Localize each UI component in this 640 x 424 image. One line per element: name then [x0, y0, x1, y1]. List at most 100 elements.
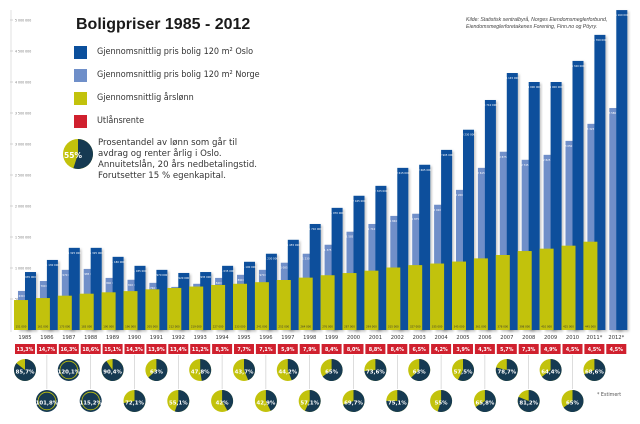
bar-salary: [14, 300, 28, 330]
bar-label-oslo: 1 325 000: [90, 251, 104, 255]
rate-badge-label: 13,3%: [17, 347, 34, 353]
bar-label-salary: 227 000: [213, 325, 224, 329]
bar-salary: [473, 258, 488, 330]
legend-item-norge: Gjennomsnittlig pris bolig 120 m² Norge: [74, 67, 260, 83]
pie-background: [79, 390, 102, 412]
pie-slice: [265, 390, 277, 411]
pie-slice: [364, 359, 387, 381]
rate-badge: [299, 344, 320, 354]
rate-badge: [277, 344, 298, 354]
bar-label-norge: 840 000: [216, 281, 227, 285]
pie-legend-line: Annuitetslån, 20 års nedbetalingstid.: [98, 160, 258, 170]
bar-label-salary: 161 000: [38, 325, 49, 329]
bar-oslo: [463, 129, 474, 330]
y-tick-label: 5 000 000: [15, 19, 31, 23]
bar-label-salary: 276 000: [322, 325, 333, 329]
bar-salary: [342, 273, 357, 330]
rate-badge-label: 5,7%: [500, 347, 513, 353]
bar-label-norge: 810 000: [128, 283, 139, 287]
bar-label-oslo: 2 325 000: [374, 189, 388, 193]
bar-label-oslo: 2 665 000: [418, 168, 432, 172]
bar-salary: [276, 280, 291, 330]
rate-badge-label: 4,9%: [544, 347, 557, 353]
pie-slice: [475, 390, 496, 413]
bar-label-oslo: 1 230 000: [265, 257, 279, 261]
x-tick-label: 2012*: [608, 335, 624, 341]
bar-label-salary: 287 000: [344, 325, 355, 329]
bar-label-norge: 760 000: [150, 286, 161, 290]
bar-label-norge: 840 000: [106, 281, 117, 285]
pie-label: 73,6%: [366, 370, 385, 376]
pie-slice: [222, 390, 234, 411]
rate-badge: [212, 344, 233, 354]
legend-item-salary: Gjennomsnittlig årslønn: [74, 90, 194, 106]
pie-slice: [101, 359, 124, 381]
pie-label: 69,7%: [344, 401, 363, 407]
pie-slice: [437, 390, 453, 412]
bar-oslo: [506, 73, 518, 330]
bar-label-oslo: 1 130 000: [46, 263, 60, 267]
pie-label: 120,1%: [58, 370, 81, 376]
pie-slice: [123, 390, 146, 413]
x-tick-label: 2010: [566, 335, 579, 341]
rate-badge: [474, 344, 495, 354]
rate-badge: [496, 344, 517, 354]
rate-badge: [146, 344, 167, 354]
bar-oslo: [25, 272, 36, 330]
bar-oslo: [528, 82, 540, 330]
pie-slice: [411, 359, 431, 381]
x-tick-label: 1986: [40, 335, 53, 341]
y-tick-label: 3 000 000: [15, 143, 31, 147]
rate-badge-label: 8,0%: [347, 347, 360, 353]
rate-badge-label: 5,9%: [281, 347, 294, 353]
bar-label-salary: 345 000: [454, 325, 465, 329]
legend-label-oslo: Gjennomsnittlig pris bolig 120 m² Oslo: [97, 47, 254, 57]
pie-legend-line: avdrag og renter årlig i Oslo.: [98, 149, 222, 159]
x-tick-label: 2006: [478, 335, 491, 341]
bar-salary: [430, 263, 445, 330]
bar-label-oslo: 935 000: [25, 275, 36, 279]
x-tick-label: 1992: [172, 335, 185, 341]
rate-badge-label: 7,3%: [522, 347, 535, 353]
x-tick-label: 1988: [84, 335, 97, 341]
bar-salary: [495, 255, 510, 330]
bar-oslo: [112, 256, 124, 330]
legend-label-norge: Gjennomsnittlig pris bolig 120 m² Norge: [97, 70, 260, 80]
pie-label: 65%: [325, 370, 339, 376]
rate-badge-label: 4,5%: [610, 347, 623, 353]
bar-oslo: [200, 272, 212, 330]
bar-oslo: [397, 167, 409, 330]
pie-slice: [563, 390, 584, 413]
bar-label-salary: 264 000: [300, 325, 311, 329]
bar-label-oslo: 3 230 000: [462, 133, 476, 137]
rate-badge: [606, 344, 627, 354]
bar-label-oslo: 920 000: [178, 276, 189, 280]
bar-label-salary: 212 000: [169, 325, 180, 329]
bar-salary: [35, 298, 50, 330]
y-tick-label: 2 500 000: [15, 174, 31, 178]
bar-label-norge: 3 580 000: [609, 111, 623, 115]
bar-label-norge: 2 825 000: [543, 158, 557, 162]
x-tick-label: 2005: [456, 335, 469, 341]
pie-label: 43,7%: [235, 370, 254, 376]
bar-label-norge: 1 710 000: [368, 227, 382, 231]
bar-salary: [101, 292, 116, 330]
bar-oslo: [265, 253, 277, 330]
bar-label-salary: 241 000: [257, 325, 268, 329]
bar-label-salary: 335 000: [432, 325, 443, 329]
bar-label-salary: 233 000: [235, 325, 246, 329]
pie-legend-value: 55%: [64, 151, 82, 160]
bar-label-oslo: 5 160 000: [615, 13, 629, 17]
rate-badge-label: 14,3%: [126, 347, 143, 353]
bar-label-norge: 790 000: [41, 284, 52, 288]
bar-label-salary: 299 000: [366, 325, 377, 329]
rate-badge: [453, 344, 473, 354]
pie-label: 42%: [216, 401, 230, 407]
bar-label-salary: 378 000: [497, 325, 508, 329]
bar-label-salary: 361 000: [476, 325, 487, 329]
pie-slice: [517, 390, 540, 412]
pie-label: 63%: [413, 370, 427, 376]
x-tick-label: 1996: [259, 335, 272, 341]
bar-salary: [145, 289, 160, 330]
